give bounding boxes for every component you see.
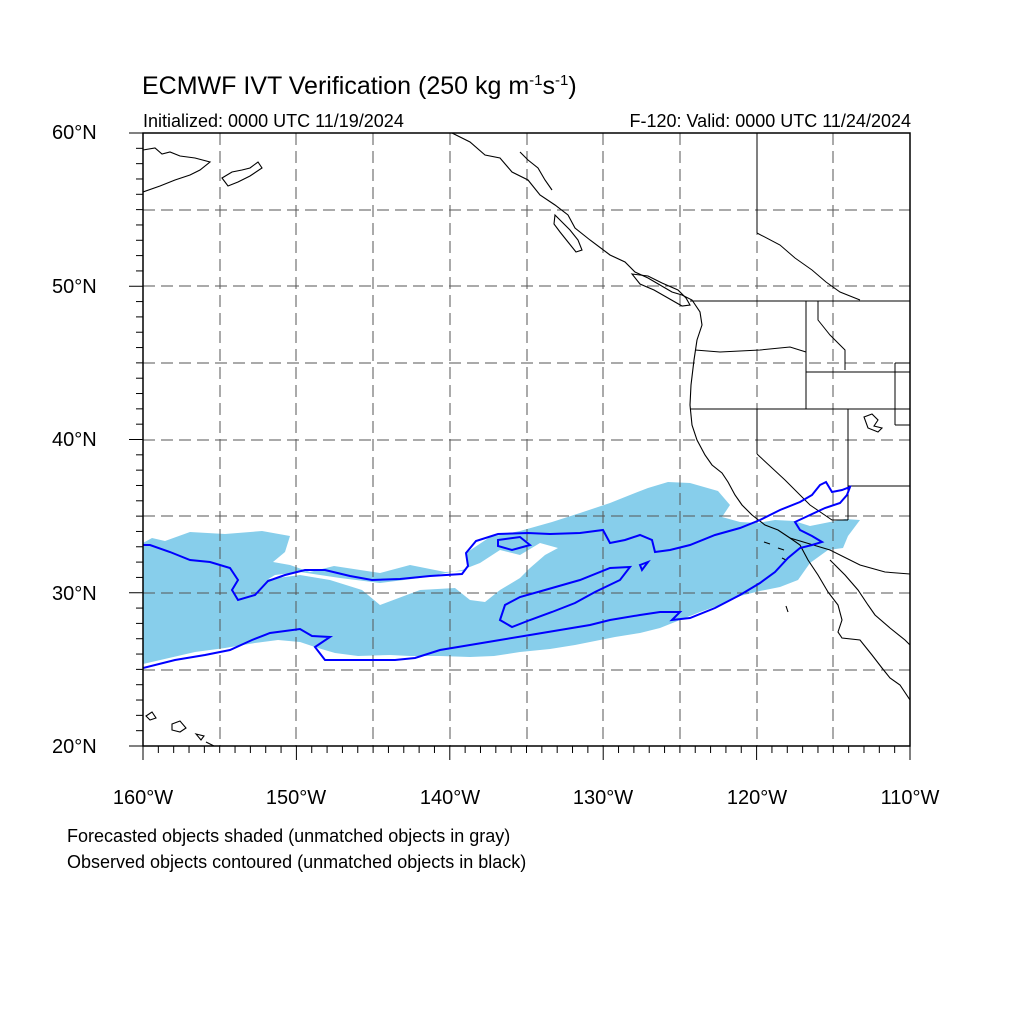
valid-time-label: F-120: Valid: 0000 UTC 11/24/2024 [629,111,911,131]
hawaii-islands [145,711,215,746]
lat-label-30n: 30°N [52,583,97,605]
observed-ivt-contour [143,480,852,669]
guadalupe-island [785,605,789,613]
forecast-legend-note: Forecasted objects shaded (unmatched obj… [67,826,511,846]
coastlines [143,133,910,746]
alaska-peninsula [143,147,212,193]
baja-gulf-coast [829,559,910,646]
lat-label-60n: 60°N [52,122,97,144]
axis-ticks [129,132,911,760]
north-america-west-coast [451,133,910,701]
political-boundaries [690,133,910,575]
vancouver-island [630,273,691,307]
lat-label-20n: 20°N [52,736,97,758]
lon-label-130w: 130°W [572,787,634,809]
observed-legend-note: Observed objects contoured (unmatched ob… [67,852,527,872]
great-salt-lake [863,413,884,433]
lat-label-50n: 50°N [52,276,97,298]
forecast-ivt-object [143,482,860,664]
lon-label-120w: 120°W [726,787,788,809]
haida-gwaii [553,213,583,253]
init-time-label: Initialized: 0000 UTC 11/19/2024 [143,111,404,131]
lon-label-150w: 150°W [265,787,327,809]
lat-lon-grid [143,133,910,746]
map-title: ECMWF IVT Verification (250 kg m-1s-1) [142,72,577,100]
kodiak-island [221,161,263,187]
lon-label-160w: 160°W [112,787,174,809]
lon-label-140w: 140°W [419,787,481,809]
lat-label-40n: 40°N [52,429,97,451]
lon-label-110w: 110°W [880,787,940,809]
alaska-panhandle-coast [519,151,553,191]
